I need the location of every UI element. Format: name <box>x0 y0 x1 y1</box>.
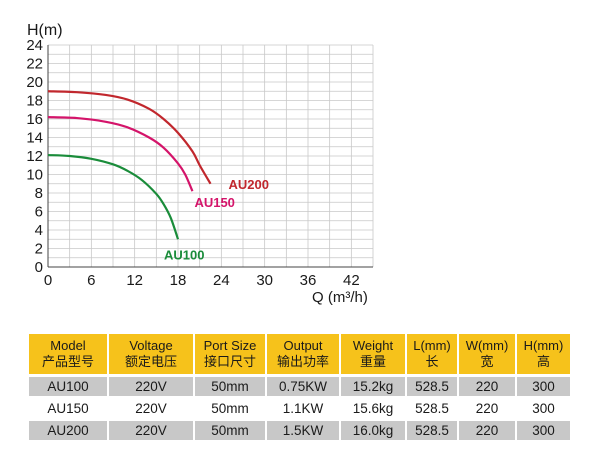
y-tick-label: 16 <box>26 111 43 128</box>
table-header-cell: Voltage 额定电压 <box>109 334 193 374</box>
table-cell: 16.0kg <box>341 421 405 440</box>
x-tick-label: 0 <box>44 272 52 289</box>
table-cell: 50mm <box>211 401 249 416</box>
header-label-en: W(mm) <box>465 338 509 353</box>
x-tick-label: 6 <box>87 272 95 289</box>
table-row: AU150 220V 50mm 1.1KW 15.6kg 528.5 220 300 <box>29 399 570 418</box>
table-cell: 1.5KW <box>267 421 339 440</box>
grid <box>48 44 374 267</box>
table-header-cell: Output 输出功率 <box>267 334 339 374</box>
table-cell: 50mm <box>195 377 265 396</box>
y-tick-label: 22 <box>26 56 43 73</box>
header-label-zh: 额定电压 <box>124 354 177 369</box>
x-tick-label: 30 <box>256 272 273 289</box>
x-tick-label: 36 <box>300 272 317 289</box>
table-cell: AU100 <box>29 377 107 396</box>
table-cell: 1.1KW <box>282 401 324 416</box>
series-line-au150 <box>47 116 194 192</box>
header-label-en: Voltage <box>129 338 173 353</box>
table-header-cell: Weight 重量 <box>341 334 405 374</box>
table-row: AU100 220V 50mm 0.75KW 15.2kg 528.5 220 300 <box>29 377 570 396</box>
table-cell: AU200 <box>29 421 107 440</box>
table-cell: 528.5 <box>407 377 457 396</box>
series-line-au200 <box>47 90 212 185</box>
y-tick-label: 14 <box>26 130 43 147</box>
header-label-en: Model <box>50 338 86 353</box>
header-label-zh: 高 <box>536 354 550 369</box>
table-cell: 300 <box>517 377 570 396</box>
table-cell: 220 <box>459 421 515 440</box>
table-cell: AU150 <box>47 401 89 416</box>
x-tick-label: 42 <box>343 272 360 289</box>
table-cell: 0.75KW <box>267 377 339 396</box>
table-header-cell: H(mm) 高 <box>517 334 570 374</box>
series-line-au100 <box>47 153 180 240</box>
x-tick-label: 24 <box>213 272 230 289</box>
table-cell: 220 <box>459 377 515 396</box>
table-cell: 300 <box>517 421 570 440</box>
header-label-zh: 重量 <box>359 354 386 369</box>
table-cell: 220V <box>109 421 193 440</box>
header-label-zh: 输出功率 <box>276 354 329 369</box>
header-label-zh: 接口尺寸 <box>203 354 256 369</box>
table-cell: 300 <box>532 401 555 416</box>
table-header-cell: L(mm) 长 <box>407 334 457 374</box>
table-header-cell: W(mm) 宽 <box>459 334 515 374</box>
y-tick-label: 8 <box>35 185 43 202</box>
series-label-au100: AU100 <box>164 247 204 262</box>
y-tick-label: 24 <box>26 37 43 54</box>
table-cell: 220V <box>109 377 193 396</box>
spec-table: Model 产品型号 Voltage 额定电压 Port Size 接口尺寸 Output 输… <box>27 331 572 443</box>
header-label-en: Weight <box>352 338 394 353</box>
y-axis-label: H(m) <box>27 22 63 39</box>
header-label-zh: 长 <box>425 354 439 369</box>
header-label-en: L(mm) <box>413 338 451 353</box>
series-label-au150: AU150 <box>194 195 234 210</box>
header-label-en: Port Size <box>203 338 257 353</box>
table-cell: 15.2kg <box>341 377 405 396</box>
header-label-zh: 宽 <box>480 354 494 369</box>
series-label-au200: AU200 <box>229 177 269 192</box>
series-lines <box>47 90 212 240</box>
table-row: AU200 220V 50mm 1.5KW 16.0kg 528.5 220 300 <box>29 421 570 440</box>
table-cell: 220 <box>475 401 499 416</box>
table-header-row: Model 产品型号 Voltage 额定电压 Port Size 接口尺寸 Output 输… <box>29 334 570 374</box>
header-label-zh: 产品型号 <box>41 354 94 369</box>
y-tick-label: 6 <box>35 204 43 221</box>
y-tick-label: 0 <box>35 259 43 276</box>
y-tick-label: 12 <box>26 148 43 165</box>
y-tick-label: 20 <box>26 74 43 91</box>
x-axis-label: Q (m³/h) <box>312 289 368 306</box>
table-header-cell: Model 产品型号 <box>29 334 107 374</box>
header-label-en: H(mm) <box>523 338 564 353</box>
table-header-cell: Port Size 接口尺寸 <box>195 334 265 374</box>
x-tick-label: 12 <box>126 272 143 289</box>
table-cell: 528.5 <box>415 401 449 416</box>
table-cell: 528.5 <box>407 421 457 440</box>
x-tick-label: 18 <box>170 272 187 289</box>
table-cell: 50mm <box>195 421 265 440</box>
y-tick-label: 18 <box>26 93 43 110</box>
y-tick-label: 2 <box>35 241 43 258</box>
series-labels: AU200 AU150 AU100 <box>164 177 269 263</box>
y-tick-label: 4 <box>35 222 43 239</box>
table-cell: 220V <box>135 401 167 416</box>
table-cell: 15.6kg <box>352 401 394 416</box>
y-tick-label: 10 <box>26 167 43 184</box>
header-label-en: Output <box>283 338 323 353</box>
table-body: AU100 220V 50mm 0.75KW 15.2kg 528.5 220 300 AU15… <box>29 377 570 440</box>
